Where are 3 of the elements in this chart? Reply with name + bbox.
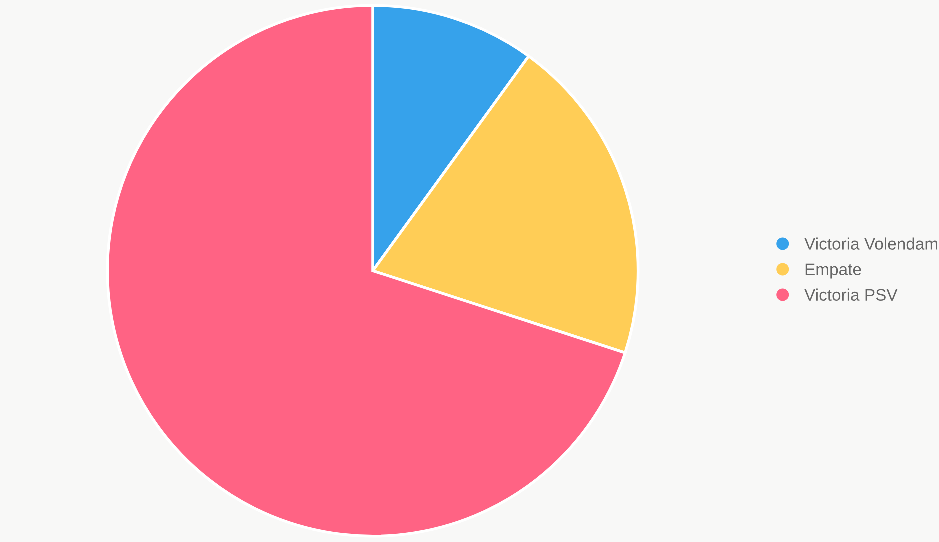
legend-label: Victoria PSV: [804, 288, 898, 302]
legend-label: Victoria Volendam: [804, 238, 938, 250]
legend-label: Empate: [806, 264, 862, 279]
